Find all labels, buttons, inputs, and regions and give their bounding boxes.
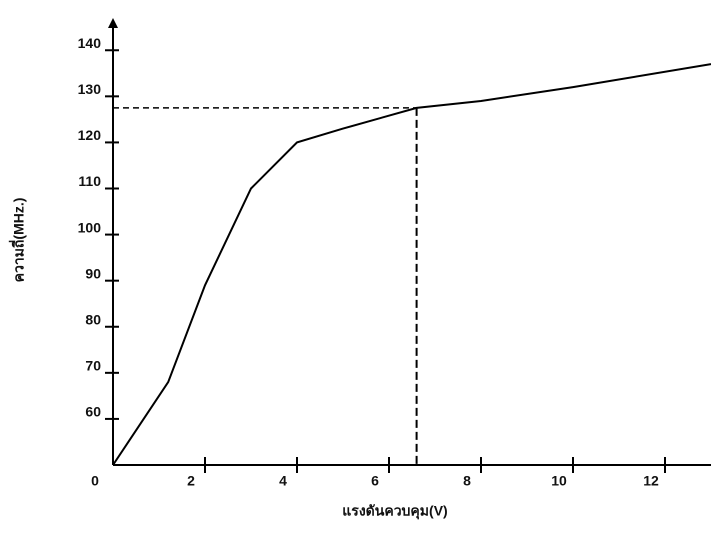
x-axis-label: แรงดันควบคุม(V) [342,503,447,520]
x-tick-label: 12 [643,473,659,489]
x-tick-label: 0 [91,473,99,489]
y-tick-label: 90 [85,265,101,281]
y-tick-label: 60 [85,404,101,420]
x-tick-label: 8 [463,473,471,489]
y-tick-label: 100 [78,219,102,235]
x-tick-label: 6 [371,473,379,489]
y-tick-label: 130 [78,81,102,97]
y-tick-label: 70 [85,358,101,374]
y-tick-label: 140 [78,35,102,51]
x-tick-label: 2 [187,473,195,489]
y-axis-label: ความถี่(MHz.) [9,198,27,283]
y-tick-label: 110 [78,173,101,189]
y-tick-label: 80 [85,311,101,327]
y-tick-label: 120 [78,127,102,143]
x-tick-label: 4 [279,473,287,489]
y-axis-arrow [108,18,118,28]
x-tick-label: 10 [551,473,567,489]
data-line [112,63,711,466]
